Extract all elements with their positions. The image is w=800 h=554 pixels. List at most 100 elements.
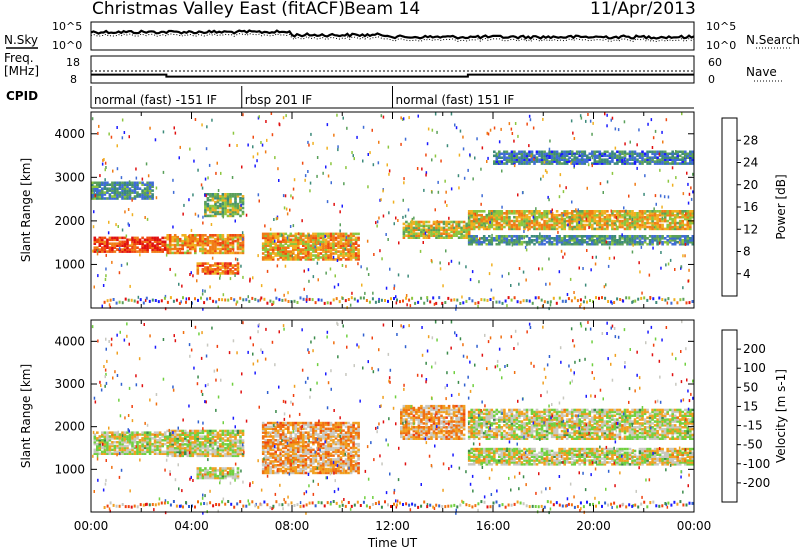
heatmap-cell (206, 239, 210, 243)
heatmap-cell (287, 300, 290, 303)
heatmap-cell (445, 222, 448, 226)
heatmap-cell (146, 442, 149, 446)
heatmap-cell (284, 258, 288, 261)
heatmap-cell (239, 435, 242, 438)
heatmap-cell (276, 454, 280, 457)
heatmap-cell (621, 156, 624, 159)
heatmap-cell (596, 240, 599, 244)
heatmap-cell (480, 219, 483, 223)
heatmap-cell (118, 446, 122, 450)
heatmap-cell (289, 252, 293, 255)
heatmap-cell (239, 429, 242, 433)
heatmap-cell (427, 230, 431, 234)
heatmap-cell (199, 435, 202, 438)
heatmap-cell (287, 258, 290, 261)
heatmap-cell (110, 135, 113, 139)
heatmap-cell (488, 210, 491, 213)
heatmap-cell (118, 441, 122, 444)
heatmap-cell (550, 217, 554, 221)
heatmap-cell (96, 183, 99, 186)
heatmap-cell (533, 235, 536, 238)
heatmap-cell (455, 304, 457, 308)
heatmap-cell (118, 435, 122, 438)
heatmap-cell (646, 237, 649, 240)
heatmap-cell (671, 156, 674, 159)
heatmap-cell (601, 162, 604, 165)
heatmap-cell (148, 442, 152, 446)
heatmap-cell (118, 444, 122, 448)
heatmap-cell (156, 446, 159, 450)
heatmap-cell (266, 269, 269, 273)
heatmap-cell (586, 237, 589, 240)
heatmap-cell (440, 159, 442, 163)
heatmap-cell (591, 235, 594, 238)
heatmap-cell (266, 431, 270, 434)
heatmap-cell (236, 195, 240, 198)
heatmap-cell (656, 156, 659, 159)
heatmap-cell (548, 223, 551, 227)
heatmap-cell (411, 296, 414, 300)
heatmap-cell (553, 158, 556, 161)
heatmap-cell (219, 467, 222, 470)
heatmap-cell (126, 444, 129, 448)
heatmap-cell (538, 213, 541, 217)
heatmap-cell (455, 224, 458, 228)
heatmap-cell (578, 212, 581, 215)
heatmap-cell (148, 189, 152, 192)
heatmap-cell (189, 433, 192, 436)
heatmap-cell (102, 284, 105, 287)
heatmap-cell (447, 220, 451, 224)
heatmap-cell (671, 160, 674, 163)
heatmap-cell (123, 441, 127, 444)
heatmap-cell (141, 433, 144, 436)
heatmap-cell (98, 181, 102, 185)
heatmap-cell (294, 242, 298, 245)
heatmap-cell (349, 248, 353, 251)
heatmap-cell (131, 181, 134, 185)
heatmap-cell (133, 437, 137, 440)
heatmap-cell (638, 235, 642, 238)
heatmap-cell (543, 213, 546, 217)
heatmap-cell (130, 298, 133, 302)
heatmap-cell (264, 464, 267, 467)
heatmap-cell (168, 234, 172, 237)
heatmap-cell (209, 206, 212, 210)
heatmap-cell (241, 243, 245, 247)
heatmap-cell (146, 246, 149, 249)
heatmap-cell (584, 283, 587, 287)
heatmap-cell (131, 246, 134, 249)
heatmap-cell (214, 204, 217, 208)
heatmap-cell (573, 137, 576, 140)
heatmap-cell (199, 445, 202, 448)
heatmap-cell (204, 251, 207, 255)
heatmap-cell (352, 246, 355, 249)
heatmap-cell (641, 223, 644, 227)
heatmap-cell (467, 232, 471, 235)
heatmap-cell (498, 225, 501, 229)
heatmap-cell (498, 242, 501, 246)
heatmap-cell (562, 255, 564, 259)
heatmap-cell (242, 275, 244, 279)
heatmap-cell (148, 437, 152, 440)
heatmap-cell (216, 251, 220, 255)
heatmap-cell (219, 452, 222, 456)
heatmap-cell (520, 158, 524, 161)
heatmap-cell (337, 236, 340, 240)
heatmap-cell (366, 239, 369, 243)
heatmap-cell (106, 244, 109, 247)
heatmap-cell (266, 244, 270, 247)
heatmap-cell (209, 443, 212, 446)
heatmap-cell (201, 264, 205, 267)
heatmap-cell (624, 153, 626, 157)
heatmap-cell (171, 429, 174, 433)
heatmap-cell (586, 217, 589, 221)
heatmap-cell (347, 248, 350, 251)
heatmap-cell (194, 297, 196, 301)
heatmap-cell (439, 267, 442, 271)
heatmap-cell (498, 221, 501, 225)
heatmap-cell (148, 450, 152, 454)
heatmap-cell (533, 225, 536, 229)
heatmap-cell (332, 252, 335, 255)
heatmap-cell (229, 270, 232, 273)
heatmap-cell (206, 251, 210, 255)
